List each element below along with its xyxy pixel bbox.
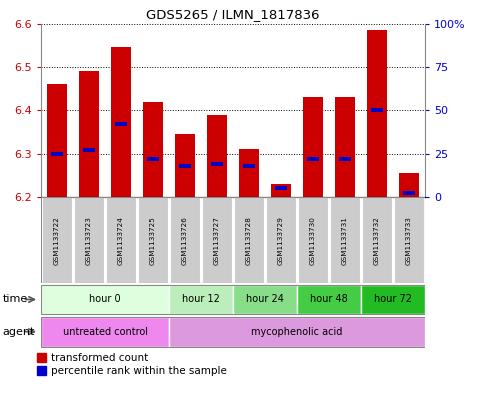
Bar [211, 162, 223, 166]
Bar [138, 197, 169, 283]
Bar [361, 285, 425, 314]
Bar [115, 122, 127, 126]
Bar [147, 157, 159, 161]
Bar [275, 186, 287, 190]
Bar [143, 101, 163, 197]
Bar [234, 197, 264, 283]
Bar [368, 30, 387, 197]
Bar [170, 197, 200, 283]
Bar [271, 184, 291, 197]
Bar [169, 317, 425, 347]
Title: GDS5265 / ILMN_1817836: GDS5265 / ILMN_1817836 [146, 8, 320, 21]
Text: hour 12: hour 12 [182, 294, 220, 305]
Text: GSM1133730: GSM1133730 [310, 216, 316, 264]
Bar [243, 164, 255, 168]
Bar [362, 197, 392, 283]
Bar [179, 164, 191, 168]
Bar [307, 157, 319, 161]
Text: GSM1133732: GSM1133732 [374, 216, 380, 264]
Bar [335, 97, 355, 197]
Text: untreated control: untreated control [63, 327, 147, 337]
Text: GSM1133727: GSM1133727 [214, 216, 220, 264]
Bar [41, 285, 169, 314]
Legend: transformed count, percentile rank within the sample: transformed count, percentile rank withi… [37, 353, 227, 376]
Bar [394, 197, 425, 283]
Text: GSM1133731: GSM1133731 [342, 216, 348, 264]
Text: GSM1133724: GSM1133724 [118, 216, 124, 264]
Bar [298, 197, 328, 283]
Bar [233, 285, 297, 314]
Text: GSM1133733: GSM1133733 [406, 216, 412, 264]
Bar [112, 48, 130, 197]
Bar [106, 197, 136, 283]
Bar [79, 71, 99, 197]
Bar [297, 285, 361, 314]
Bar [42, 197, 72, 283]
Text: GSM1133728: GSM1133728 [246, 216, 252, 264]
Bar [399, 173, 419, 197]
Text: GSM1133723: GSM1133723 [86, 216, 92, 264]
Bar [339, 157, 351, 161]
Bar [240, 149, 259, 197]
Text: GSM1133726: GSM1133726 [182, 216, 188, 264]
Bar [208, 115, 227, 197]
Bar [169, 285, 233, 314]
Bar [266, 197, 297, 283]
Bar [41, 317, 169, 347]
Text: GSM1133722: GSM1133722 [54, 216, 60, 264]
Bar [371, 108, 383, 112]
Bar [330, 197, 360, 283]
Bar [83, 148, 95, 152]
Text: GSM1133725: GSM1133725 [150, 216, 156, 264]
Text: hour 0: hour 0 [89, 294, 121, 305]
Bar [303, 97, 323, 197]
Text: hour 24: hour 24 [246, 294, 284, 305]
Bar [47, 84, 67, 197]
Bar [51, 152, 63, 156]
Bar [175, 134, 195, 197]
Text: hour 72: hour 72 [374, 294, 412, 305]
Text: hour 48: hour 48 [310, 294, 348, 305]
Text: mycophenolic acid: mycophenolic acid [251, 327, 343, 337]
Text: time: time [2, 294, 28, 305]
Text: GSM1133729: GSM1133729 [278, 216, 284, 264]
Bar [403, 191, 415, 195]
Text: agent: agent [2, 327, 35, 337]
Bar [202, 197, 232, 283]
Bar [74, 197, 104, 283]
